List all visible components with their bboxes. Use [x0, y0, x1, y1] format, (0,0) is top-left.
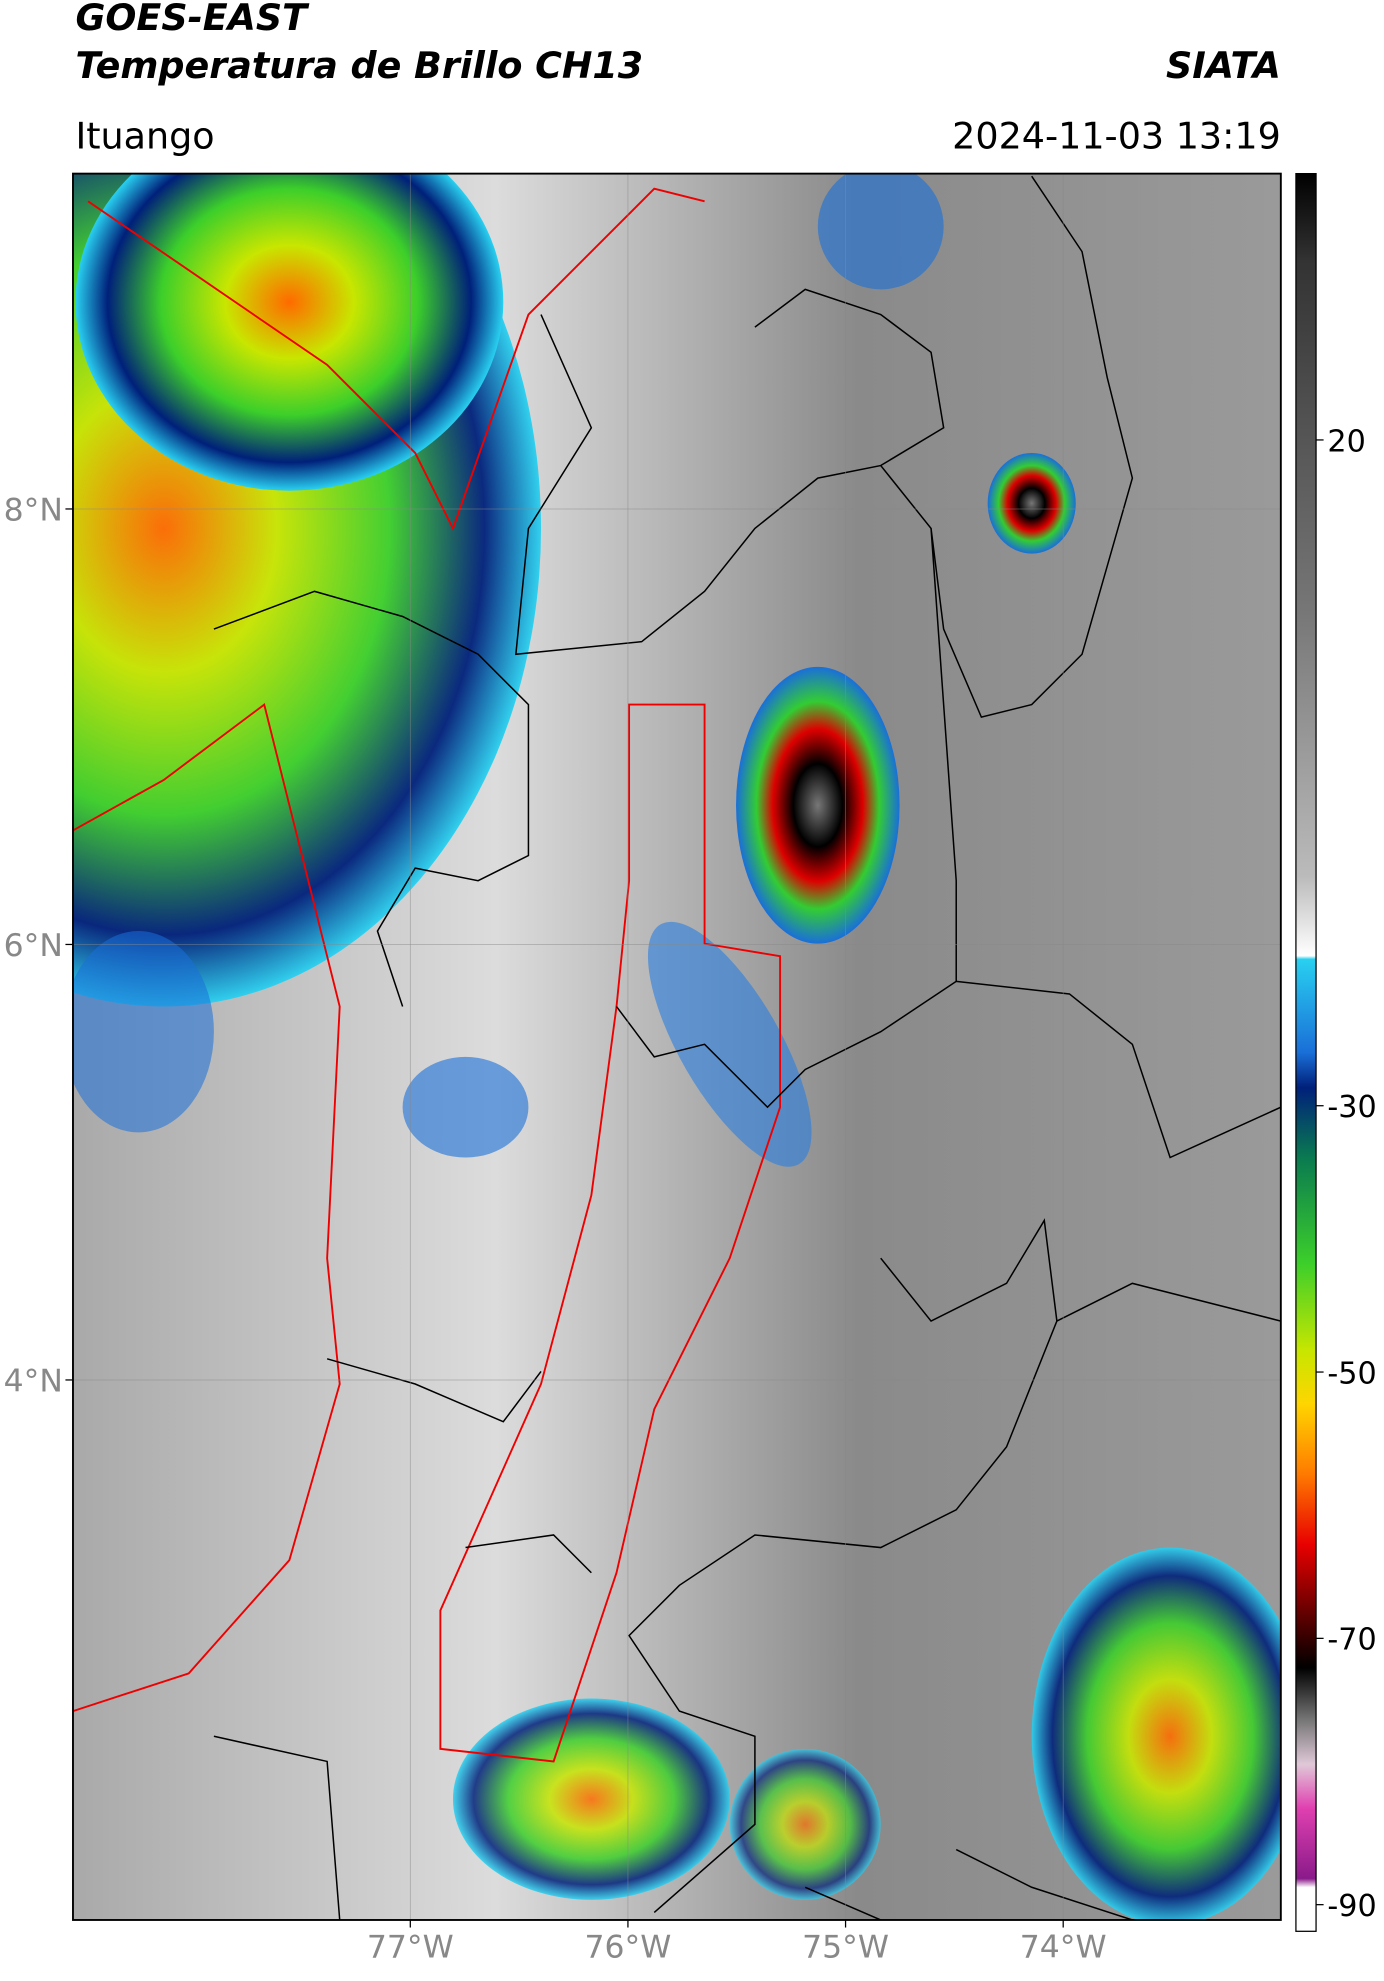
y-tick-label: 6°N	[4, 928, 63, 964]
y-tick-label: 4°N	[4, 1363, 63, 1399]
colorbar-tick-label: -50	[1327, 1356, 1376, 1391]
x-tick-label: 75°W	[802, 1930, 889, 1966]
y-tick-label: 8°N	[4, 492, 63, 528]
colorbar-tick-label: -70	[1327, 1623, 1376, 1658]
organization: SIATA	[1166, 44, 1281, 87]
graticule	[72, 173, 1281, 1920]
product: Temperatura de Brillo CH13	[75, 44, 643, 87]
x-tick-label: 76°W	[585, 1930, 672, 1966]
x-tick-label: 74°W	[1020, 1930, 1107, 1966]
x-tick-label: 77°W	[367, 1930, 454, 1966]
satellite: GOES-EAST	[75, 0, 310, 39]
colorbar	[1295, 172, 1317, 1932]
colorbar-tick-label: -90	[1327, 1889, 1376, 1924]
colorbar-tick-label: 20	[1327, 424, 1365, 459]
timestamp: 2024-11-03 13:19	[952, 114, 1281, 157]
colorbar-tick-label: -30	[1327, 1090, 1376, 1125]
location: Ituango	[75, 114, 214, 157]
map-frame	[72, 172, 1282, 1921]
satellite-image	[72, 173, 1281, 1920]
